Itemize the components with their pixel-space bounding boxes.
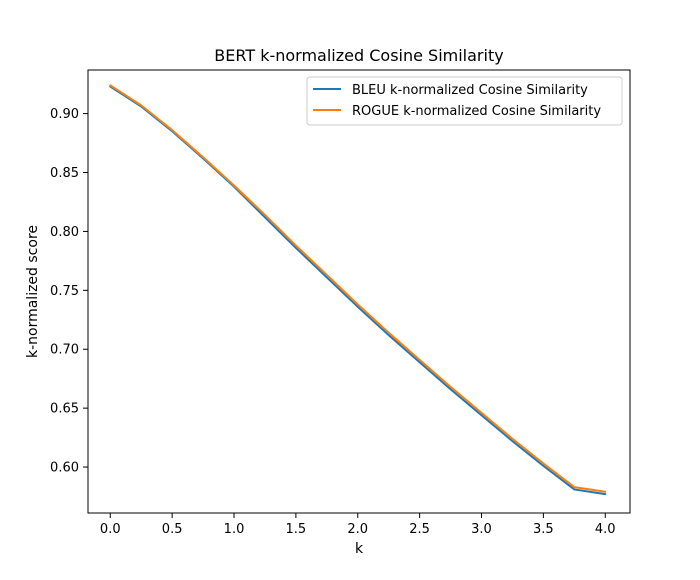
legend-label: ROGUE k-normalized Cosine Similarity — [352, 104, 601, 119]
y-tick-label: 0.75 — [50, 284, 79, 299]
x-tick-label: 4.0 — [595, 522, 616, 537]
x-tick-label: 1.0 — [224, 522, 245, 537]
series-line-1 — [109, 84, 607, 493]
plot-area — [109, 84, 607, 496]
plot-frame — [87, 69, 631, 514]
x-tick-label: 3.0 — [471, 522, 492, 537]
legend: BLEU k-normalized Cosine Similarity ROGUE… — [306, 76, 623, 126]
x-tick-label: 0.5 — [162, 522, 183, 537]
x-tick-label: 2.0 — [347, 522, 368, 537]
x-axis: 0.0 0.5 1.0 1.5 2.0 2.5 3.0 3.5 4.0 — [100, 513, 616, 537]
legend-box — [306, 76, 623, 126]
x-tick-label: 1.5 — [286, 522, 307, 537]
y-axis: 0.60 0.65 0.70 0.75 0.80 0.85 0.90 — [50, 107, 88, 476]
series-line-0 — [109, 85, 607, 496]
y-tick-label: 0.65 — [50, 402, 79, 417]
x-tick-label: 3.5 — [533, 522, 554, 537]
y-tick-label: 0.60 — [50, 461, 79, 476]
x-axis-label: k — [355, 541, 364, 557]
y-tick-label: 0.90 — [50, 107, 79, 122]
chart-title: BERT k-normalized Cosine Similarity — [214, 46, 503, 65]
y-tick-label: 0.85 — [50, 166, 79, 181]
y-axis-label: k-normalized score — [25, 225, 41, 358]
x-tick-label: 2.5 — [409, 522, 430, 537]
x-tick-label: 0.0 — [100, 522, 121, 537]
y-tick-label: 0.80 — [50, 225, 79, 240]
legend-label: BLEU k-normalized Cosine Similarity — [352, 83, 588, 98]
y-tick-label: 0.70 — [50, 343, 79, 358]
